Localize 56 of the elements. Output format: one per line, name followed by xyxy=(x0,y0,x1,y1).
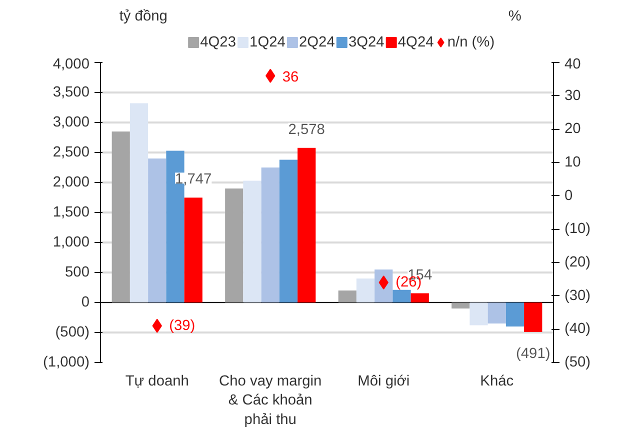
bar xyxy=(470,302,488,326)
x-tick-label: Cho vay margin & Các khoản phải thu xyxy=(219,374,322,428)
y2-tick-label: (30) xyxy=(564,288,591,304)
data-label: 1,747 xyxy=(175,172,212,188)
data-label: (39) xyxy=(169,318,196,334)
y2-tick-label: (10) xyxy=(564,221,591,238)
y-tick-label: (500) xyxy=(55,324,90,340)
y2-tick-label: 20 xyxy=(564,121,581,138)
bar xyxy=(452,302,470,308)
bar xyxy=(148,158,166,302)
data-label: 36 xyxy=(282,69,299,86)
y-tick-label: 1,500 xyxy=(52,204,90,220)
legend-label: 4Q24 xyxy=(398,34,434,50)
bar xyxy=(279,160,298,302)
y2-tick-label: 10 xyxy=(564,154,581,170)
y-tick-label: 500 xyxy=(65,264,90,280)
y2-tick-label: (40) xyxy=(564,321,591,338)
y-tick-label: 3,000 xyxy=(52,114,90,130)
y-tick-label: 0 xyxy=(81,294,90,310)
y-tick-label: 3,500 xyxy=(52,84,90,100)
y-tick-label: (1,000) xyxy=(43,354,90,370)
x-tick-label: Tự doanh xyxy=(125,374,189,390)
y2-axis-title: % xyxy=(508,8,522,24)
bar xyxy=(225,188,244,302)
bar xyxy=(338,290,356,302)
x-tick-label: Môi giới xyxy=(358,374,410,390)
legend-label: 4Q23 xyxy=(200,34,236,50)
legend-label: 1Q24 xyxy=(250,34,286,50)
y-axis-title: tỷ đồng xyxy=(119,8,168,24)
legend-label: 2Q24 xyxy=(299,34,335,50)
x-tick-label: Khác xyxy=(480,374,514,390)
y2-tick-label: 30 xyxy=(564,88,581,104)
y-tick-label: 2,000 xyxy=(52,174,90,190)
bar xyxy=(488,302,506,324)
bar xyxy=(261,168,280,302)
bar xyxy=(524,302,542,332)
bar xyxy=(356,278,375,302)
bar xyxy=(112,132,130,302)
y2-tick-label: (20) xyxy=(564,254,591,270)
y-tick-label: 2,500 xyxy=(52,144,90,160)
bar xyxy=(506,302,524,326)
y2-tick-label: 0 xyxy=(564,188,573,204)
data-label: 2,578 xyxy=(288,122,325,138)
bar xyxy=(130,103,148,302)
bar xyxy=(184,198,202,302)
y2-tick-label: 40 xyxy=(564,56,581,72)
data-label: (491) xyxy=(516,346,550,362)
bar xyxy=(410,293,429,302)
y-tick-label: 4,000 xyxy=(52,56,90,72)
legend-label: 3Q24 xyxy=(348,34,384,50)
bar xyxy=(243,180,262,302)
legend-label: n/n (%) xyxy=(447,34,495,50)
y-tick-label: 1,000 xyxy=(52,234,90,250)
y2-tick-label: (50) xyxy=(564,354,591,370)
bar xyxy=(298,148,316,302)
bar xyxy=(392,290,411,302)
